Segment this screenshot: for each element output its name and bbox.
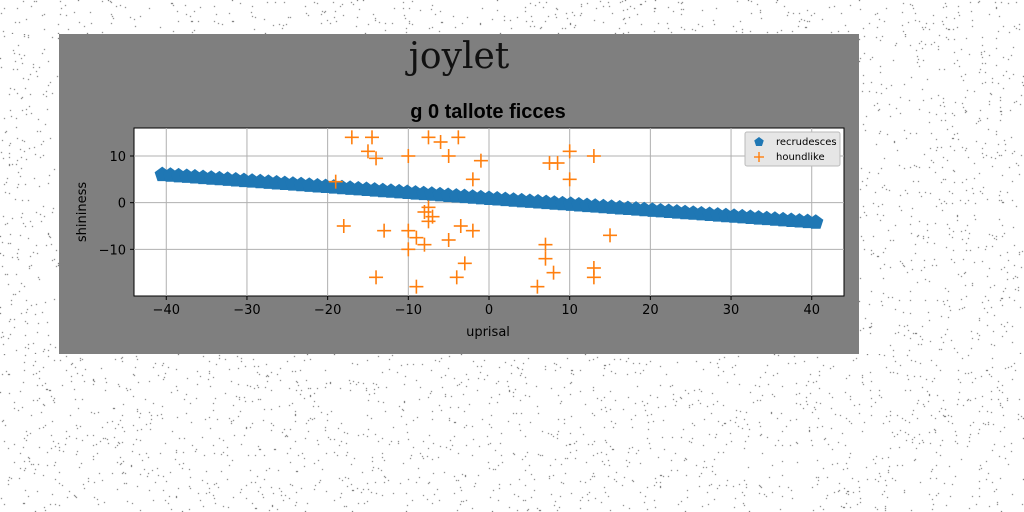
plus-marker (401, 242, 416, 257)
legend-label-recrudesces: recrudesces (776, 137, 837, 148)
x-tick-label: 20 (642, 303, 659, 318)
plus-marker (441, 149, 456, 163)
legend-marker-houndlike (754, 152, 764, 162)
series-recrudesces (154, 166, 824, 229)
figure-suptitle: joylet (408, 36, 510, 77)
legend-pentagon (754, 137, 764, 147)
plus-marker (417, 205, 432, 219)
plus-marker (369, 151, 384, 166)
x-tick-label: 40 (803, 303, 820, 318)
axis-ticks: −40 −30 −20 −10 0 10 20 30 40 −10 0 10 (99, 150, 820, 318)
x-tick-label: 30 (723, 303, 740, 318)
plus-marker (421, 214, 436, 229)
plus-marker (421, 130, 436, 145)
plus-marker (473, 153, 488, 168)
plus-marker (453, 219, 468, 233)
plus-marker (451, 130, 466, 145)
plus-marker (530, 279, 545, 294)
plus-marker (538, 251, 553, 266)
figure-panel: joylet g 0 tallote ficces −40 −30 −20 −10 0 1… (59, 34, 859, 354)
plus-marker (409, 279, 424, 294)
plus-marker (401, 149, 416, 163)
plus-marker (417, 237, 432, 252)
plus-marker (441, 233, 456, 247)
legend-marker-recrudesces (754, 137, 764, 147)
x-tick-label: 10 (561, 303, 578, 318)
plus-marker (465, 223, 480, 238)
series-houndlike (328, 130, 618, 294)
plus-marker (550, 156, 565, 170)
plus-marker (365, 130, 380, 145)
plus-marker (369, 270, 384, 285)
plus-marker (336, 219, 351, 233)
legend-box (744, 131, 841, 167)
plus-marker (603, 228, 618, 243)
legend-label-houndlike: houndlike (776, 152, 825, 163)
plus-marker (562, 144, 577, 159)
plus-marker (433, 135, 448, 149)
scatter-chart: g 0 tallote ficces −40 −30 −20 −10 0 10 20 30 40… (75, 101, 845, 340)
y-tick-label: −10 (99, 243, 126, 258)
plus-marker (457, 256, 472, 271)
plus-marker (538, 237, 553, 252)
y-tick-label: 0 (118, 197, 126, 212)
x-tick-label: −30 (233, 303, 260, 318)
y-axis-label: shininess (75, 182, 90, 242)
plus-marker (546, 265, 561, 280)
plus-marker (360, 144, 375, 159)
plus-marker (328, 174, 343, 189)
plus-marker (344, 130, 359, 145)
plus-marker (409, 230, 424, 245)
y-tick-label: 10 (109, 150, 126, 165)
plus-marker (586, 270, 601, 285)
plus-marker (465, 172, 480, 187)
plus-marker (449, 270, 464, 285)
x-tick-label: −40 (153, 303, 180, 318)
plus-marker (562, 172, 577, 187)
plus-marker (586, 149, 601, 163)
x-tick-label: 0 (485, 303, 493, 318)
legend: recrudesces houndlike (744, 131, 841, 167)
pentagon-marker (808, 214, 824, 229)
x-tick-label: −10 (395, 303, 422, 318)
x-axis-label: uprisal (466, 325, 510, 340)
plus-marker (401, 223, 416, 238)
x-tick-label: −20 (314, 303, 341, 318)
chart-title: g 0 tallote ficces (410, 101, 566, 123)
plus-marker (377, 223, 392, 238)
